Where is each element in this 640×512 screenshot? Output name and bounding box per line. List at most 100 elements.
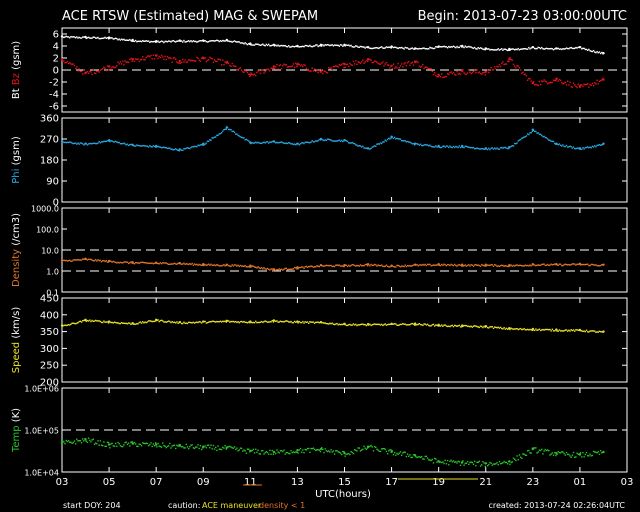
density-data-point <box>599 264 602 267</box>
mag-data-point <box>351 46 353 48</box>
phi-data-point <box>63 141 65 144</box>
density-data-point <box>476 264 478 266</box>
density-data-point <box>348 264 350 267</box>
temp-data-point <box>330 449 332 451</box>
density-data-point <box>581 263 583 266</box>
phi-data-point <box>529 132 531 134</box>
mag-data-point <box>451 72 454 75</box>
density-data-point <box>196 263 198 266</box>
temp-anchor-point <box>296 449 299 452</box>
density-data-point <box>503 265 505 267</box>
mag-data-point <box>477 46 479 49</box>
mag-data-point <box>449 71 451 74</box>
mag-data-point <box>482 48 484 50</box>
phi-data-point <box>429 144 431 146</box>
density-data-point <box>303 267 305 269</box>
temp-data-point <box>453 461 456 464</box>
temp-data-point <box>396 452 398 455</box>
speed-data-point <box>581 330 583 332</box>
mag-data-point <box>249 75 251 78</box>
density-data-point <box>246 266 249 268</box>
temp-data-point <box>448 464 450 466</box>
phi-data-point <box>237 134 239 137</box>
mag-data-point <box>443 76 445 78</box>
phi-data-point <box>416 143 418 145</box>
speed-ytick-label: 250 <box>40 361 59 372</box>
phi-data-point <box>270 141 272 143</box>
density-data-point <box>119 261 122 264</box>
phi-data-point <box>439 146 442 149</box>
mag-data-point <box>284 45 286 47</box>
mag-data-point <box>549 81 551 84</box>
temp-data-point <box>230 446 232 448</box>
density-data-point <box>99 259 102 262</box>
phi-data-point <box>269 141 271 143</box>
mag-data-point <box>599 52 602 55</box>
speed-data-point <box>586 331 589 333</box>
mag-data-point <box>182 58 184 61</box>
phi-data-point <box>466 146 469 148</box>
temp-anchor-point <box>225 446 228 449</box>
density-data-point <box>506 265 509 268</box>
phi-data-point <box>346 140 349 143</box>
mag-anchor-point <box>390 64 393 68</box>
mag-data-point <box>224 40 226 42</box>
mag-anchor-point <box>602 78 605 81</box>
density-data-point <box>160 262 163 265</box>
density-data-point <box>410 265 412 267</box>
speed-anchor-point <box>272 319 276 322</box>
mag-data-point <box>73 64 76 67</box>
temp-data-point <box>270 453 272 455</box>
mag-data-point <box>471 71 474 74</box>
mag-data-point <box>538 47 541 49</box>
speed-data-point <box>78 320 80 323</box>
speed-data-point <box>323 322 325 324</box>
speed-data-point <box>97 320 99 322</box>
mag-data-point <box>543 79 545 81</box>
speed-data-point <box>566 330 569 332</box>
mag-data-point <box>146 55 149 57</box>
speed-data-point <box>159 319 162 322</box>
speed-data-point <box>378 323 381 326</box>
temp-ytick-label: 1.0E+05 <box>24 427 59 436</box>
mag-anchor-point <box>508 47 511 51</box>
mag-data-point <box>266 44 269 47</box>
mag-data-point <box>412 48 415 50</box>
speed-data-point <box>249 322 251 324</box>
mag-data-point <box>305 67 308 70</box>
begin-time: Begin: 2013-07-23 03:00:00UTC <box>418 9 627 24</box>
mag-anchor-point <box>484 47 487 50</box>
temp-data-point <box>275 452 277 455</box>
mag-data-point <box>170 41 172 43</box>
mag-data-point <box>97 70 99 72</box>
phi-data-point <box>122 142 124 145</box>
mag-data-point <box>137 40 139 42</box>
phi-data-point <box>409 141 411 143</box>
mag-data-point <box>509 57 511 59</box>
temp-data-point <box>79 439 82 442</box>
density-data-point <box>269 269 271 271</box>
phi-data-point <box>417 143 419 146</box>
phi-data-point <box>86 144 89 146</box>
phi-anchor-point <box>413 142 417 145</box>
speed-data-point <box>557 330 559 332</box>
mag-data-point <box>192 59 195 62</box>
mag-data-point <box>585 83 588 85</box>
speed-anchor-point <box>131 322 134 325</box>
phi-data-point <box>137 144 139 147</box>
density-data-point <box>399 266 402 268</box>
speed-data-point <box>309 321 311 323</box>
mag-data-point <box>357 61 359 63</box>
mag-data-point <box>172 39 175 42</box>
speed-data-point <box>371 324 373 326</box>
speed-data-point <box>482 326 484 329</box>
temp-data-point <box>372 450 375 452</box>
temp-data-point <box>138 443 140 445</box>
density-data-point <box>299 266 302 269</box>
temp-data-point <box>154 442 157 444</box>
density-data-point <box>63 259 65 262</box>
phi-data-point <box>410 142 412 144</box>
phi-series-phi <box>60 126 605 152</box>
temp-data-point <box>110 443 112 445</box>
mag-data-point <box>597 52 599 54</box>
